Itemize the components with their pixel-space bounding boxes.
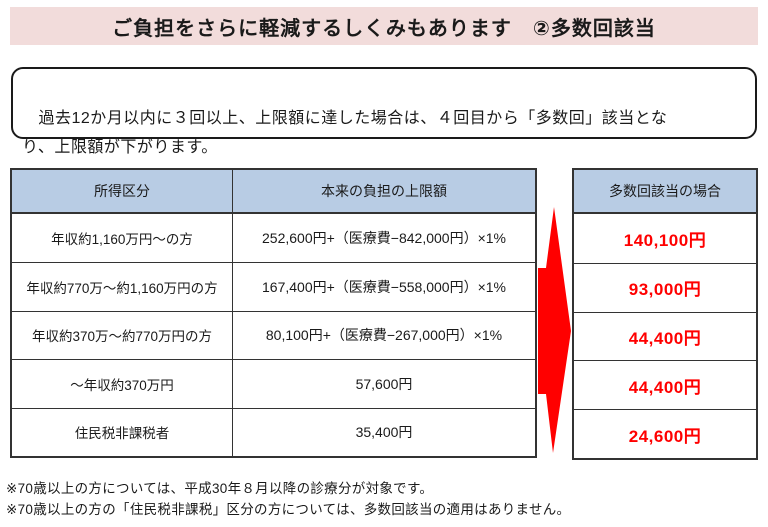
limit-cell: 80,100円+（医療費−267,000円）×1% bbox=[232, 310, 535, 360]
multi-time-table: 多数回該当の場合 140,100円 93,000円 44,400円 44,400… bbox=[572, 168, 758, 460]
multi-value-cell: 44,400円 bbox=[574, 311, 756, 361]
limit-cell: 252,600円+（医療費−842,000円）×1% bbox=[232, 214, 535, 263]
page-title: ご負担をさらに軽減するしくみもあります ②多数回該当 bbox=[112, 17, 656, 40]
red-right-arrow-icon bbox=[538, 207, 571, 453]
income-cell: ～年収約370万円 bbox=[12, 359, 232, 407]
footnotes: ※70歳以上の方については、平成30年８月以降の診療分が対象です。 ※70歳以上… bbox=[6, 478, 762, 520]
column-header-income: 所得区分 bbox=[12, 170, 232, 214]
footnote-line: ※70歳以上の方の「住民税非課税」区分の方については、多数回該当の適用はありませ… bbox=[6, 502, 571, 517]
column-header-limit: 本来の負担の上限額 bbox=[232, 170, 535, 214]
intro-box: 過去12か月以内に３回以上、上限額に達した場合は、４回目から「多数回」該当とな … bbox=[11, 67, 757, 156]
intro-text: 過去12か月以内に３回以上、上限額に達した場合は、４回目から「多数回」該当とな … bbox=[22, 110, 668, 156]
multi-value-cell: 140,100円 bbox=[623, 230, 707, 250]
multi-value-cell: 44,400円 bbox=[574, 360, 756, 409]
income-cell: 年収約370万～約770万円の方 bbox=[12, 310, 232, 359]
footnote-line: ※70歳以上の方については、平成30年８月以降の診療分が対象です。 bbox=[6, 481, 434, 496]
income-cell: 住民税非課税者 bbox=[12, 407, 232, 456]
title-banner: ご負担をさらに軽減するしくみもあります ②多数回該当 bbox=[10, 7, 758, 45]
multi-value-cell: 24,600円 bbox=[574, 409, 756, 458]
multi-value-cell: 93,000円 bbox=[574, 262, 756, 312]
limit-cell: 35,400円 bbox=[232, 407, 535, 456]
income-cell: 年収約1,160万円～の方 bbox=[51, 232, 193, 248]
income-cell: 年収約770万～約1,160万円の方 bbox=[12, 262, 232, 310]
limit-cell: 57,600円 bbox=[232, 359, 535, 408]
limit-cell: 167,400円+（医療費−558,000円）×1% bbox=[232, 262, 535, 311]
income-limit-table: 所得区分 本来の負担の上限額 年収約1,160万円～の方 252,600円+（医… bbox=[10, 168, 537, 458]
column-header-multi: 多数回該当の場合 bbox=[574, 170, 756, 214]
